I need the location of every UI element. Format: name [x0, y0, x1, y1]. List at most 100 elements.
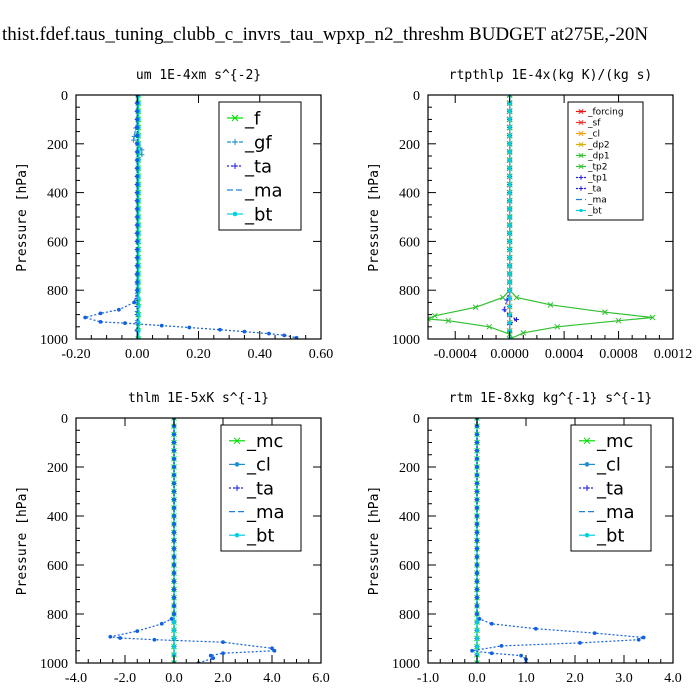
panel-title: um 1E-4xm s^{-2}	[136, 68, 261, 83]
data-point	[132, 300, 137, 305]
data-point	[507, 109, 512, 114]
legend-entry: _cl	[576, 130, 600, 140]
legend-label: _ma	[246, 502, 285, 523]
data-point	[172, 571, 176, 576]
legend: _f _gf _ta _ma _bt	[218, 101, 302, 231]
data-point	[172, 481, 176, 486]
data-point	[475, 522, 479, 527]
data-point	[172, 424, 176, 429]
data-point	[489, 621, 494, 626]
data-point	[117, 307, 121, 312]
data-point	[172, 595, 176, 600]
data-point	[507, 141, 512, 146]
data-point	[135, 158, 140, 162]
data-point	[507, 174, 512, 179]
legend-label: _ta	[246, 478, 274, 499]
data-point	[615, 317, 622, 324]
x-tick-label: 1.0	[517, 671, 535, 686]
legend-label: _tp2	[587, 163, 607, 173]
data-point	[135, 133, 140, 138]
legend-marker	[232, 139, 238, 145]
data-point	[172, 603, 176, 608]
data-point	[477, 617, 482, 621]
y-tick-label: 200	[47, 461, 68, 476]
data-point	[475, 514, 479, 518]
data-point	[136, 312, 141, 317]
data-point	[475, 481, 479, 486]
legend-entry: _ma	[579, 502, 635, 523]
y-tick-label: 1000	[40, 333, 68, 348]
data-point	[504, 297, 510, 303]
data-point	[135, 247, 140, 252]
data-point	[172, 628, 176, 633]
data-point	[135, 239, 140, 244]
data-point	[507, 296, 512, 301]
y-axis-label: Pressure [hPa]	[15, 486, 30, 596]
legend-marker	[232, 163, 238, 169]
y-tick-label: 400	[399, 187, 420, 202]
data-point	[172, 456, 176, 461]
data-point	[135, 336, 142, 339]
data-point	[270, 646, 274, 651]
legend-marker	[584, 485, 590, 491]
data-point	[172, 440, 176, 445]
data-point	[507, 312, 512, 317]
x-tick-label: -4.0	[65, 671, 87, 686]
legend: _forcing_sf_cl_dp2_dp1_tp2_tp1_ta_ma_bt	[567, 101, 644, 221]
data-point	[135, 166, 140, 171]
y-tick-label: 600	[47, 559, 68, 574]
data-point	[135, 231, 140, 236]
legend-entry: _mc	[229, 431, 283, 452]
y-tick-label: 200	[47, 138, 68, 153]
data-point	[489, 651, 494, 656]
series-bt	[507, 95, 512, 339]
series-total	[470, 418, 646, 663]
x-tick-label: -0.20	[61, 347, 90, 362]
data-point	[135, 255, 140, 260]
x-tick-label: -2.0	[114, 671, 136, 686]
legend-entry: _ta	[227, 156, 272, 177]
y-tick-label: 600	[47, 235, 68, 250]
data-point	[172, 587, 176, 592]
x-tick-label: 2.0	[214, 671, 232, 686]
data-point	[123, 321, 127, 326]
data-point	[98, 311, 103, 316]
series-line	[110, 418, 276, 663]
x-tick-label: 0.40	[248, 347, 273, 362]
data-point	[136, 328, 141, 333]
data-point	[135, 190, 140, 195]
data-point	[172, 473, 176, 478]
data-point	[445, 317, 452, 324]
data-point	[602, 309, 608, 316]
legend-entry: _sf	[576, 119, 601, 129]
legend-entry: _ma	[227, 180, 283, 201]
data-point	[507, 190, 512, 195]
data-point	[507, 280, 512, 284]
x-tick-label: 4.0	[263, 671, 281, 686]
chart-panel-4: rtm 1E-8xkg kg^{-1} s^{-1} Pressure [hPa]…	[367, 391, 682, 686]
y-tick-label: 600	[399, 559, 420, 574]
data-point	[118, 636, 122, 640]
data-point	[242, 329, 247, 334]
x-tick-label: 0.0012	[654, 347, 693, 362]
data-point	[475, 571, 479, 576]
data-point	[135, 215, 140, 219]
legend-marker	[578, 175, 584, 180]
data-point	[108, 634, 113, 639]
data-point	[135, 117, 140, 122]
legend-entry: _dp2	[576, 141, 610, 151]
data-point	[172, 538, 176, 543]
legend-label: _ta	[596, 478, 624, 499]
data-point	[135, 174, 140, 179]
data-point	[507, 206, 512, 211]
data-point	[507, 133, 512, 138]
plot-area	[428, 95, 656, 339]
data-point	[507, 263, 512, 268]
legend-entry: _cl	[229, 455, 271, 476]
data-point	[507, 117, 512, 122]
data-point	[547, 301, 554, 308]
x-tick-label: -1.0	[417, 671, 439, 686]
x-tick-label: 2.0	[566, 671, 584, 686]
legend-entry: _f	[227, 108, 261, 129]
legend-label: _f	[244, 108, 261, 129]
